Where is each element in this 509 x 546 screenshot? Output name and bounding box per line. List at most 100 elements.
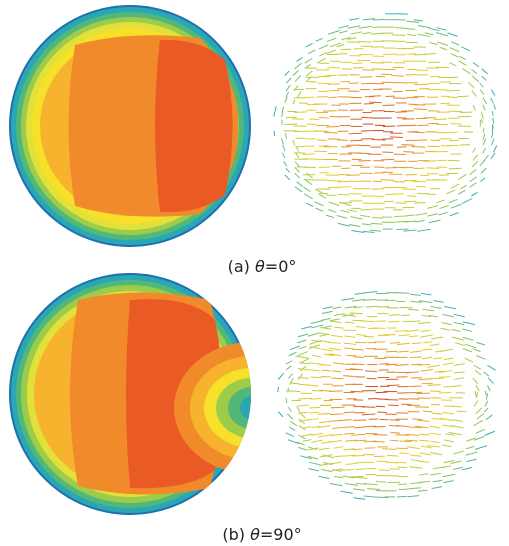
vector [433, 357, 443, 360]
vector [418, 480, 431, 484]
vector [371, 139, 386, 141]
vector [419, 334, 433, 338]
vector [406, 446, 421, 450]
vector [337, 180, 350, 183]
vector [406, 20, 420, 23]
vector [286, 77, 292, 84]
vector [472, 154, 479, 161]
vector [372, 26, 383, 29]
vector [355, 482, 367, 485]
vector [343, 454, 357, 457]
vector [404, 439, 418, 442]
vector [361, 223, 372, 226]
vector [277, 386, 279, 393]
vector [457, 95, 469, 98]
vector [394, 329, 408, 333]
vector [349, 312, 363, 315]
vector [404, 220, 417, 223]
vector [471, 160, 479, 168]
vector [344, 305, 357, 309]
vector [396, 342, 410, 346]
vector [450, 385, 462, 388]
vector [361, 320, 375, 323]
vector [442, 314, 454, 318]
vector [326, 49, 336, 55]
vector [420, 369, 433, 372]
vector [297, 376, 310, 379]
vector [290, 420, 298, 427]
vector [315, 207, 324, 212]
vector [336, 44, 345, 48]
vector [448, 198, 458, 204]
vector [405, 371, 419, 374]
vector [485, 392, 489, 400]
vector [491, 132, 494, 139]
vector [409, 391, 423, 394]
vector [315, 37, 323, 42]
vector [289, 345, 301, 351]
vector [402, 320, 412, 323]
caption-angle: =0° [265, 257, 297, 276]
vector [310, 398, 322, 400]
vector [429, 41, 438, 46]
vector [389, 136, 403, 139]
vector [307, 447, 319, 451]
vector [422, 341, 433, 344]
vector [328, 353, 341, 357]
vector [421, 348, 433, 351]
vector [325, 214, 335, 219]
vector [459, 55, 466, 60]
vector [318, 412, 331, 415]
vector [462, 68, 471, 75]
vector [352, 448, 363, 451]
vector [301, 357, 310, 364]
vector [282, 145, 286, 152]
vector [320, 326, 331, 330]
vector [475, 428, 485, 434]
vector [304, 193, 313, 200]
vector [360, 214, 371, 218]
vector [352, 488, 366, 491]
vector [274, 106, 277, 112]
vector [297, 367, 311, 371]
vector [344, 335, 356, 338]
vector [285, 397, 288, 404]
vector [297, 373, 303, 380]
vector [453, 466, 464, 470]
caption-variable: θ [255, 257, 265, 276]
vector [333, 313, 345, 317]
vector [472, 348, 481, 353]
vector [417, 489, 428, 492]
vector [417, 228, 431, 232]
vector [479, 89, 485, 95]
vector [332, 426, 344, 430]
vector [461, 46, 470, 52]
vector [284, 96, 288, 103]
vector [395, 111, 407, 113]
vector [481, 68, 489, 75]
vector [487, 364, 496, 371]
vector [329, 413, 344, 416]
vector [490, 89, 496, 96]
vector [482, 133, 486, 140]
vector [395, 292, 410, 294]
vector [471, 90, 477, 97]
vector [333, 326, 344, 329]
vector [472, 147, 477, 153]
vector [296, 56, 303, 62]
vector [298, 345, 307, 350]
vector [443, 459, 455, 464]
vector [359, 76, 373, 78]
vector [324, 131, 338, 134]
vector [430, 440, 440, 443]
vector [323, 353, 335, 357]
vector [329, 42, 342, 48]
vector [307, 455, 319, 460]
vector [273, 130, 276, 137]
vector [296, 406, 301, 412]
vector [332, 306, 342, 310]
vector [395, 220, 409, 223]
vector [410, 356, 422, 359]
vector [430, 403, 441, 406]
